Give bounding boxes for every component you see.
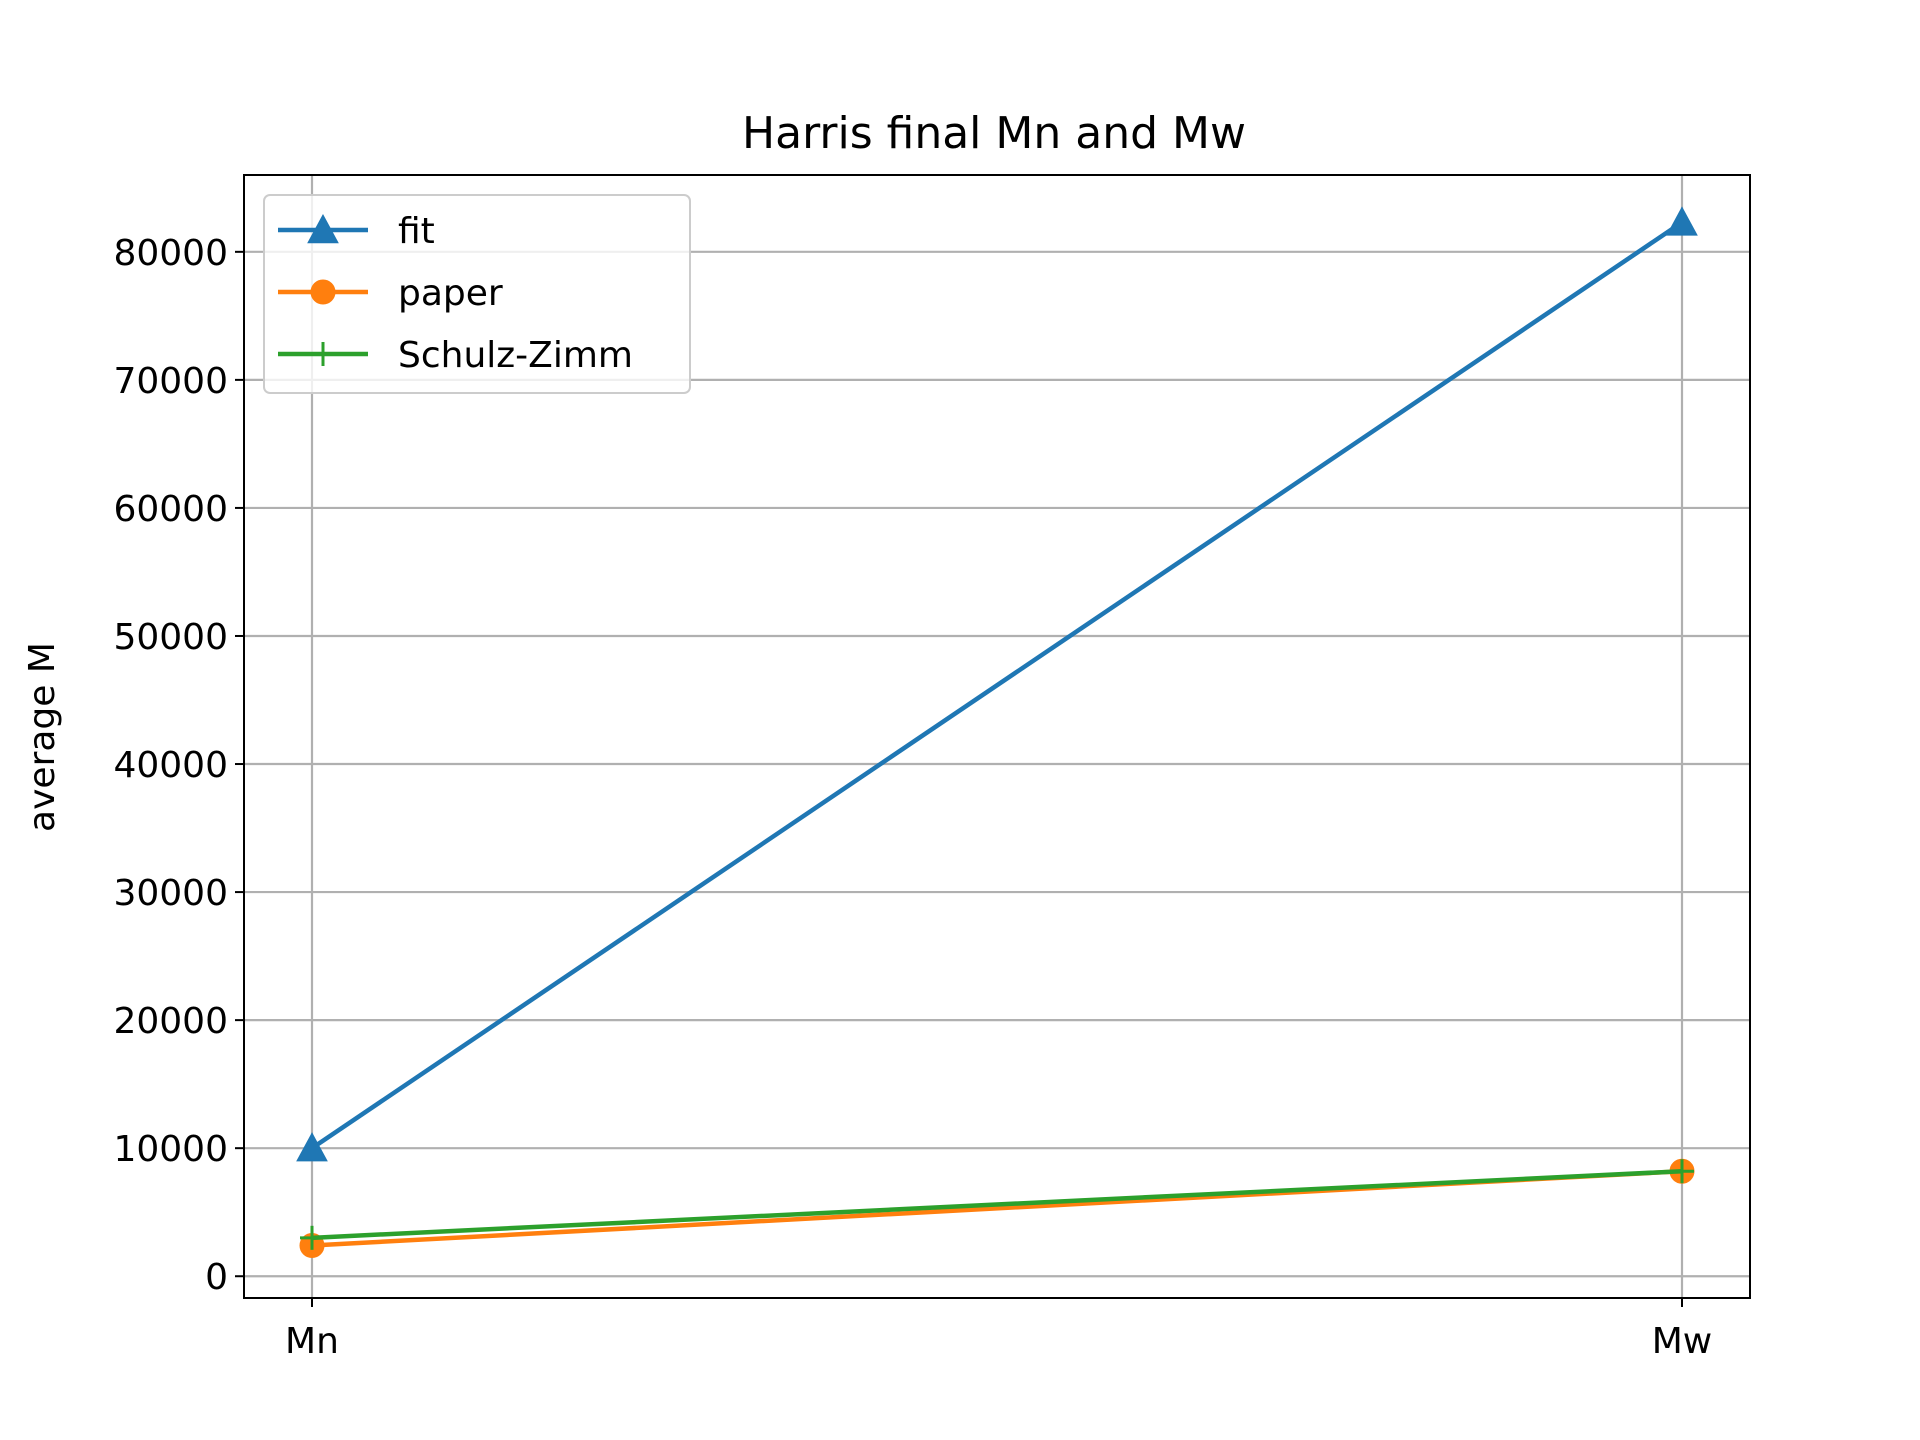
y-tick-label: 80000 (113, 233, 228, 274)
legend-frame (263, 194, 691, 394)
x-axis-ticks: Mn Mw (285, 1298, 1712, 1362)
plot-area-frame (243, 174, 1751, 1299)
data-point (296, 1132, 328, 1162)
legend-label: Schulz-Zimm (398, 335, 633, 376)
y-tick-label: 30000 (113, 873, 228, 914)
series-paper (299, 1158, 1695, 1258)
x-tick-label: Mn (285, 1321, 339, 1362)
y-tick-label: 50000 (113, 617, 228, 658)
legend-entry: fit (278, 211, 435, 252)
series-layer (296, 206, 1698, 1258)
y-tick-label: 20000 (113, 1001, 228, 1042)
y-tick-label: 10000 (113, 1129, 228, 1170)
chart-title: Harris final Mn and Mw (742, 108, 1246, 159)
y-axis-ticks: 0 10000 20000 30000 40000 50000 60000 70000 8000… (113, 233, 244, 1298)
data-point (1670, 1159, 1694, 1184)
series-line (311, 1168, 1683, 1241)
legend-label: fit (398, 211, 435, 252)
legend: fit paper Schulz-Zimm (263, 194, 691, 394)
y-tick-label: 0 (205, 1257, 228, 1298)
legend-entry: Schulz-Zimm (278, 335, 633, 376)
y-tick-label: 40000 (113, 745, 228, 786)
legend-marker (310, 279, 336, 305)
data-point (300, 1225, 324, 1250)
y-tick-label: 60000 (113, 489, 228, 530)
legend-marker (307, 213, 339, 244)
x-tick-label: Mw (1652, 1321, 1713, 1362)
legend-marker (311, 342, 335, 366)
series-line (310, 220, 1684, 1151)
series-schulz-zimm (300, 1159, 1694, 1250)
grid (244, 175, 1750, 1298)
y-tick-label: 70000 (113, 361, 228, 402)
y-axis-label: average M (22, 642, 63, 832)
legend-label: paper (398, 273, 503, 314)
data-point (1666, 206, 1698, 236)
legend-entry: paper (278, 273, 503, 314)
series-fit (296, 206, 1698, 1162)
